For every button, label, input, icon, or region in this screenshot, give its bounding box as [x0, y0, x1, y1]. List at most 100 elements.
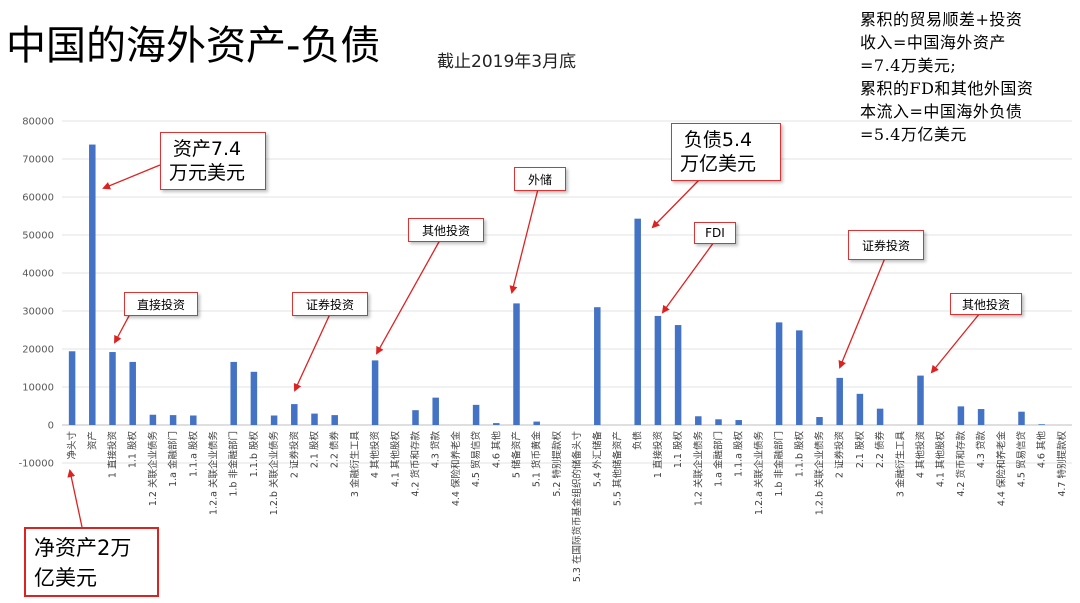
y-tick-label: 0	[48, 421, 54, 432]
bar	[291, 404, 298, 425]
bar	[68, 351, 76, 425]
arrow-net	[67, 469, 83, 528]
direct-investment-callout: 直接投资	[124, 292, 198, 316]
x-tick-label: 1.b 非金融部门	[228, 431, 240, 497]
x-tick-label: 1.1.a 股权	[733, 431, 745, 477]
x-tick-label: 1.a 金融部门	[167, 431, 179, 487]
page-subtitle: 截止2019年3月底	[437, 52, 577, 72]
x-tick-label: 5.3 在国际货币基金组织的储备头寸	[571, 431, 583, 583]
y-tick-label: 20000	[22, 345, 54, 356]
bar	[250, 371, 258, 425]
bar	[977, 409, 985, 425]
x-tick-label: 1.b 非金融部门	[773, 431, 785, 497]
bar	[230, 361, 237, 425]
bar	[493, 423, 500, 425]
x-tick-label: 4.3 贷款	[430, 431, 442, 469]
bar	[876, 408, 884, 425]
bar	[169, 415, 177, 425]
arrow-securities-l	[838, 257, 886, 369]
bar	[836, 377, 843, 425]
bar	[1038, 424, 1045, 425]
x-tick-label: 2.2 债券	[874, 431, 886, 469]
x-tick-label: 3 金融衍生工具	[894, 431, 906, 498]
fdi-callout: FDI	[694, 222, 736, 244]
y-tick-label: 50000	[22, 231, 54, 242]
securities-investment-callout: 证券投资	[292, 292, 368, 316]
x-tick-label: 4 其他投资	[915, 431, 927, 479]
bar	[331, 415, 338, 425]
y-tick-label: 40000	[22, 269, 54, 280]
x-tick-label: 5 储备资产	[511, 431, 523, 478]
arrow-liabilities	[651, 178, 701, 229]
x-tick-label: 4.2 货币和存款	[410, 431, 422, 497]
x-tick-label: 5.5 其他储备资产	[612, 431, 624, 506]
bar	[674, 325, 682, 425]
bar	[1018, 411, 1025, 425]
bar	[856, 393, 864, 425]
reserves-callout: 外储	[514, 167, 566, 191]
bar	[190, 415, 197, 425]
bar	[149, 414, 157, 425]
bar	[109, 352, 116, 425]
x-tick-label: 1.1 股权	[127, 431, 139, 469]
x-tick-label: 5.1 货币黄金	[531, 431, 543, 488]
x-tick-label: 2 证券投资	[834, 431, 846, 479]
bar	[957, 406, 965, 425]
x-tick-label: 负债	[632, 431, 644, 451]
x-tick-label: 1.2 关联企业债务	[692, 431, 704, 507]
x-tick-label: 2.1 股权	[309, 431, 321, 469]
x-tick-label: 1 直接投资	[107, 431, 119, 479]
x-tick-label: 4 其他投资	[369, 431, 381, 479]
securities-liability-callout: 证券投资	[848, 230, 924, 260]
bar	[816, 417, 823, 425]
arrow-assets	[102, 164, 161, 190]
arrow-securities	[293, 313, 331, 392]
x-tick-label: 1.2.a 关联企业债务	[753, 431, 765, 515]
bar	[89, 144, 96, 425]
y-tick-label: 10000	[22, 383, 54, 394]
x-tick-label: 4.1 其他股权	[935, 431, 947, 488]
x-tick-label: 4.6 其他	[1036, 431, 1048, 469]
bar	[513, 303, 520, 425]
other-liability-callout: 其他投资	[950, 293, 1022, 315]
x-tick-label: 4.3 贷款	[975, 431, 987, 469]
bar	[917, 375, 924, 425]
bar	[270, 415, 278, 425]
y-tick-label: 80000	[22, 117, 54, 128]
y-tick-label: 30000	[22, 307, 54, 318]
x-tick-label: 1.2.b 关联企业债务	[268, 431, 280, 516]
bar	[775, 322, 783, 425]
x-tick-label: 5.2 特别提款权	[551, 431, 563, 497]
x-tick-label: 1 直接投资	[652, 431, 664, 479]
x-tick-label: 2.2 债券	[329, 431, 341, 469]
arrow-direct	[114, 313, 131, 344]
y-tick-label: 60000	[22, 193, 54, 204]
bar	[634, 218, 641, 425]
x-tick-label: 4.5 贸易信贷	[470, 431, 482, 487]
page-title: 中国的海外资产-负债	[6, 23, 381, 69]
bar	[371, 360, 379, 425]
bar	[432, 397, 439, 425]
x-tick-label: 4.6 其他	[490, 431, 502, 469]
x-tick-label: 4.1 其他股权	[389, 431, 401, 488]
x-tick-label: 4.5 贸易信贷	[1016, 431, 1028, 487]
x-tick-label: 2.1 股权	[854, 431, 866, 469]
arrow-other-l	[930, 312, 981, 374]
x-tick-label: 4.4 保险和养老金	[995, 431, 1007, 507]
x-tick-label: 4.2 货币和存款	[955, 431, 967, 497]
side-note: 累积的贸易顺差+投资 收入=中国海外资产 =7.4万美元; 累积的FD和其他外国…	[860, 10, 1034, 144]
x-tick-label: 净头寸	[66, 431, 78, 460]
bar	[311, 413, 318, 425]
other-investment-callout: 其他投资	[408, 218, 484, 242]
bar	[735, 420, 742, 425]
arrow-other	[376, 239, 441, 355]
bar	[472, 404, 480, 425]
bar	[129, 361, 136, 425]
x-tick-label: 1.2 关联企业债务	[147, 431, 159, 507]
x-tick-label: 1.2.a 关联企业债务	[208, 431, 220, 515]
x-tick-label: 1.1.b 股权	[248, 431, 260, 478]
bar	[715, 419, 722, 425]
x-tick-label: 5.4 外汇储备	[591, 431, 603, 488]
x-tick-label: 2 证券投资	[288, 431, 300, 479]
x-tick-label: 资产	[86, 431, 98, 450]
